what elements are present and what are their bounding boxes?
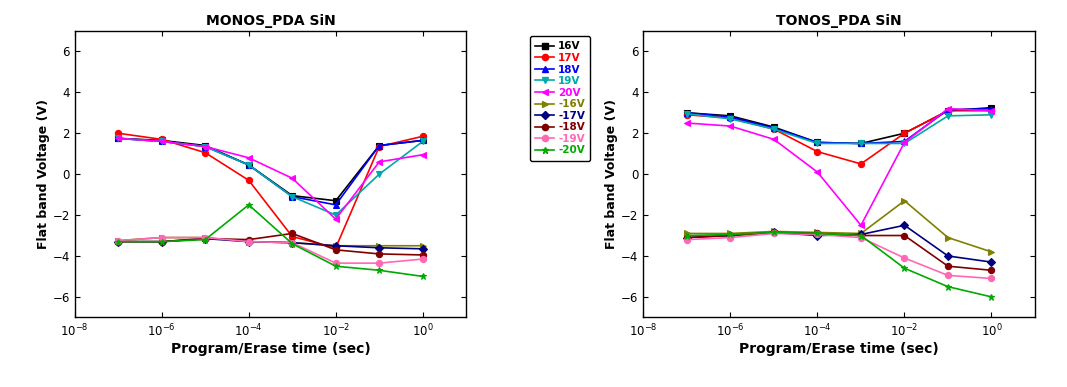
Legend: 16V, 17V, 18V, 19V, 20V, -16V, -17V, -18V, -19V, -20V: 16V, 17V, 18V, 19V, 20V, -16V, -17V, -18…	[530, 36, 590, 161]
Y-axis label: Flat band Voltage (V): Flat band Voltage (V)	[605, 99, 619, 249]
Title: MONOS_PDA SiN: MONOS_PDA SiN	[206, 14, 335, 28]
Y-axis label: Flat band Voltage (V): Flat band Voltage (V)	[36, 99, 50, 249]
X-axis label: Program/Erase time (sec): Program/Erase time (sec)	[171, 342, 370, 356]
Title: TONOS_PDA SiN: TONOS_PDA SiN	[777, 14, 902, 28]
X-axis label: Program/Erase time (sec): Program/Erase time (sec)	[739, 342, 939, 356]
